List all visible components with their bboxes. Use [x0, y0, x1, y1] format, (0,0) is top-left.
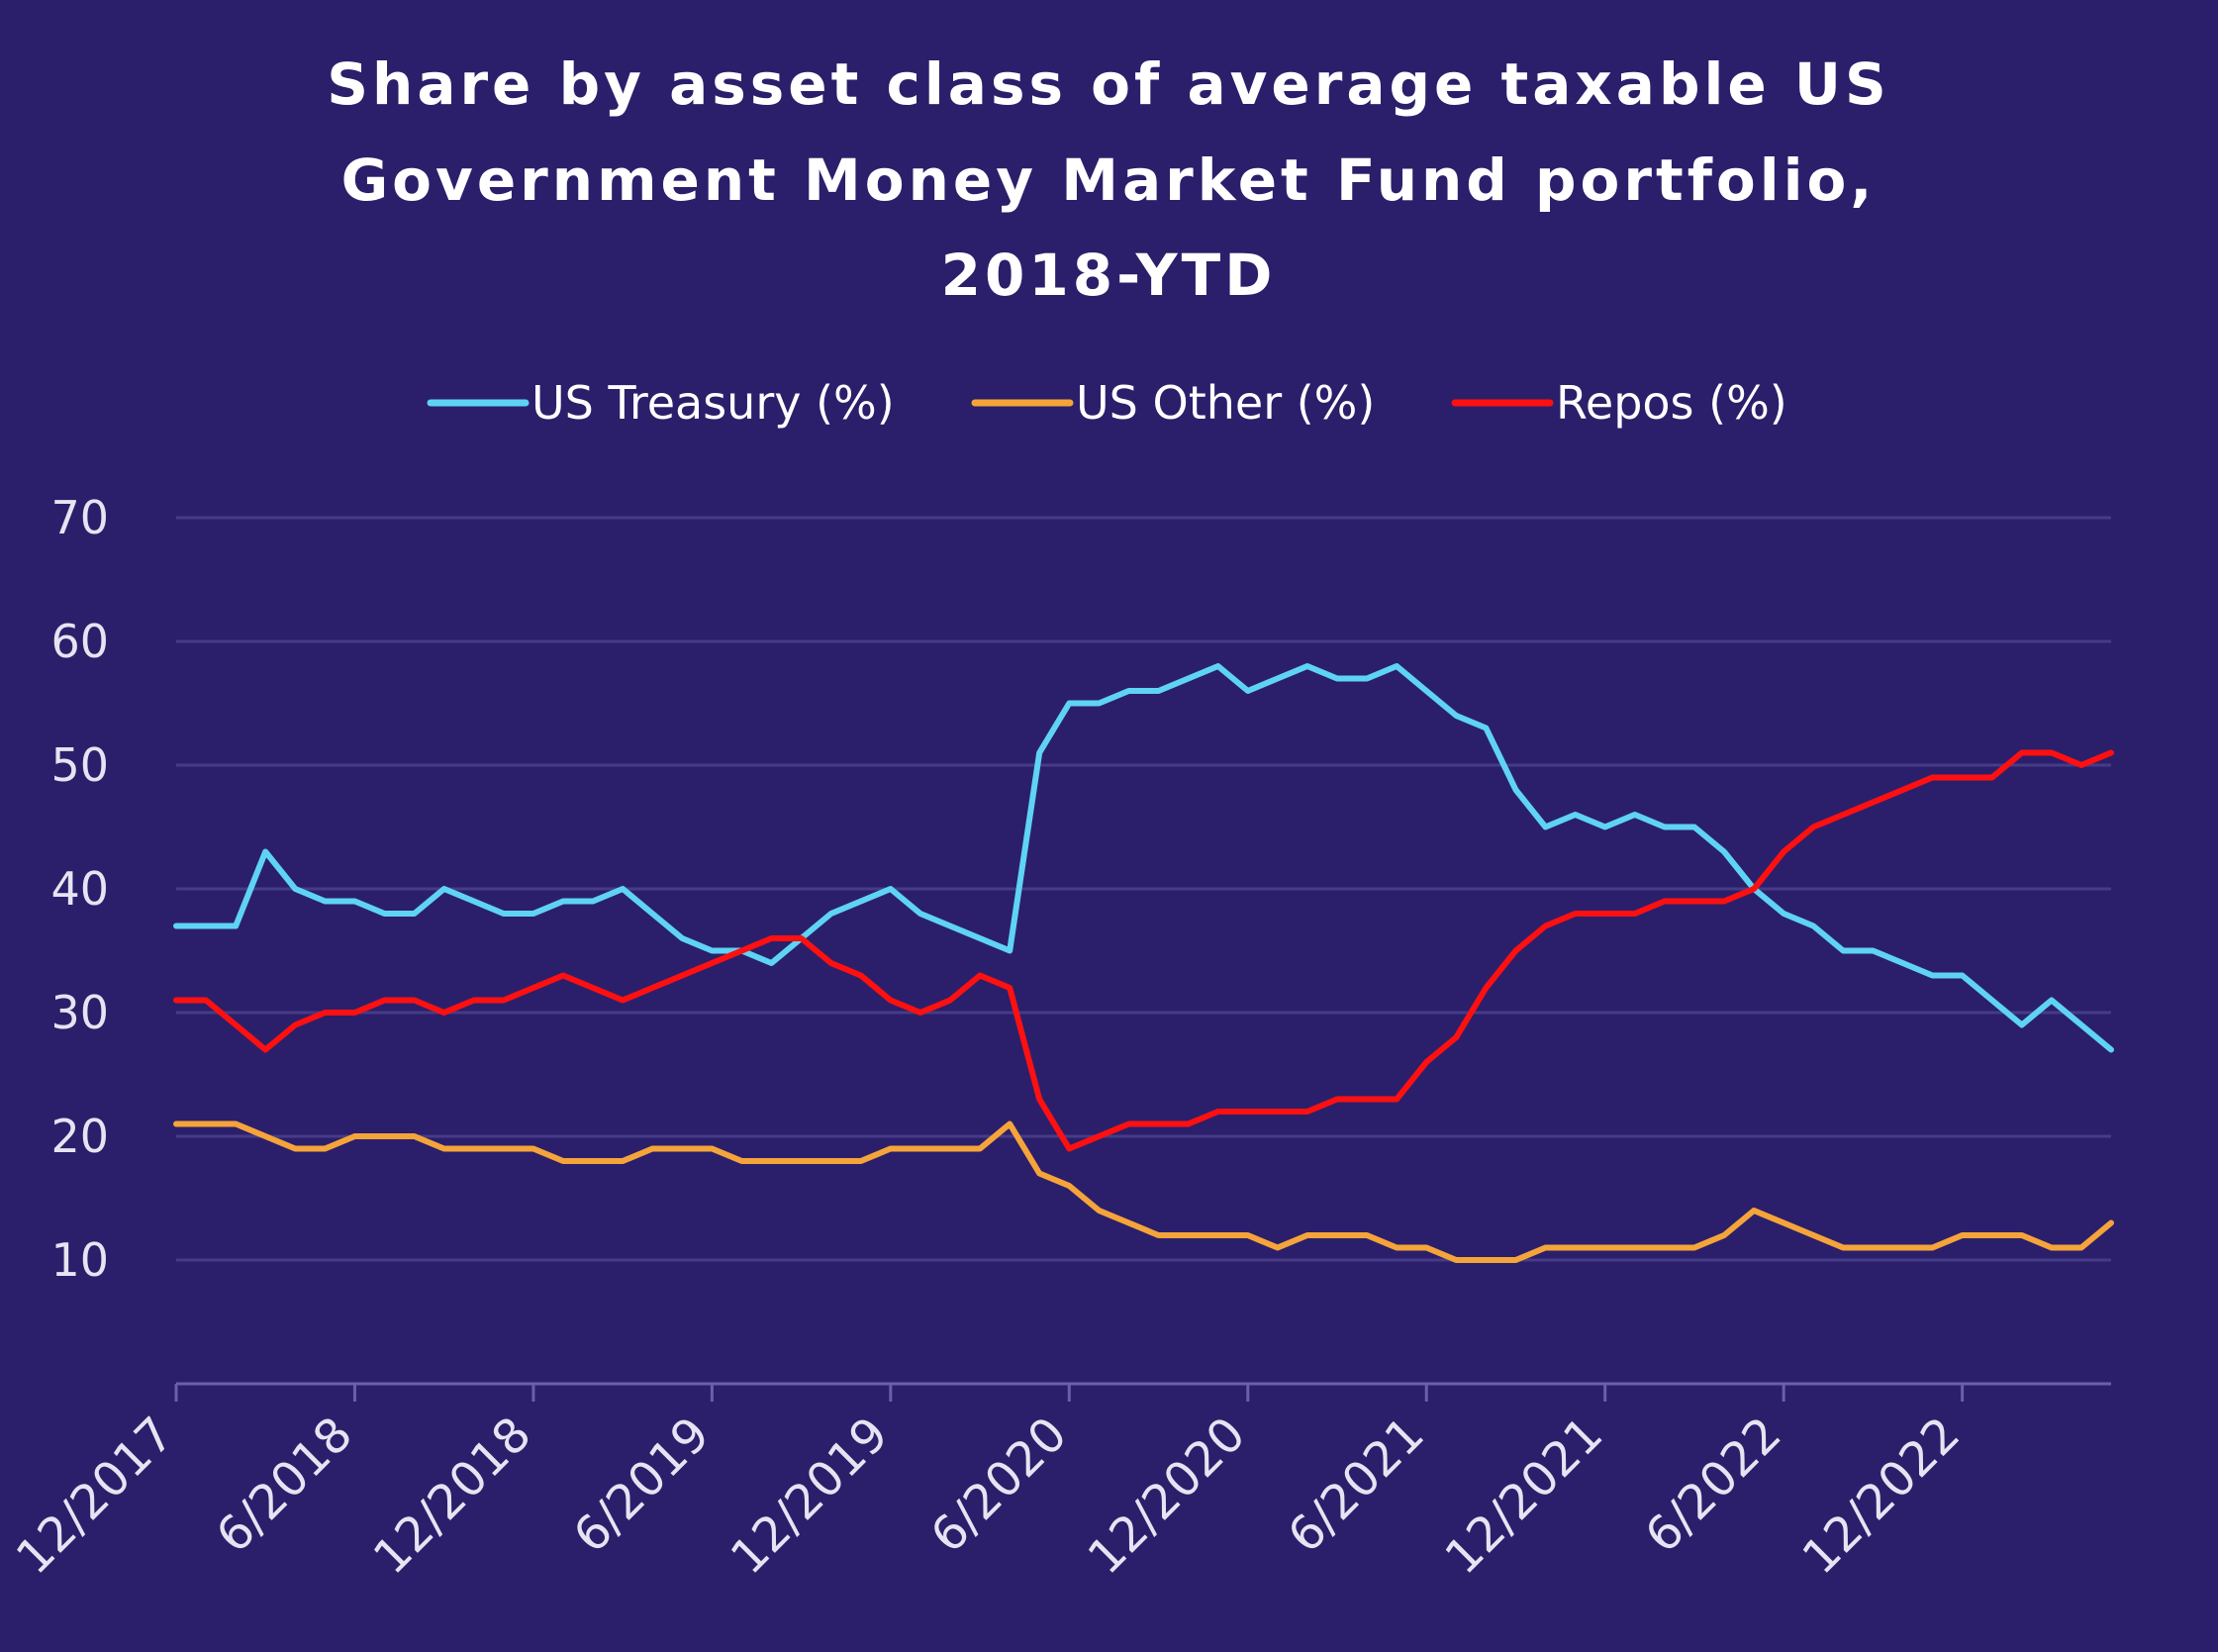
x-axis: 12/2017 6/2018 12/2018 6/2019 12/2019 6/2020 1… [6, 1382, 2111, 1586]
y-tick-label: 70 [50, 491, 109, 544]
x-tick-label: 12/2019 [721, 1407, 900, 1586]
series-lines [173, 663, 2114, 1263]
gridlines [176, 516, 2111, 1262]
legend-label: US Other (%) [1076, 376, 1375, 430]
chart-title: Share by asset class of average taxable … [327, 50, 1889, 309]
chart-title-line-2: Government Money Market Fund portfolio, [341, 146, 1877, 214]
x-tick-label: 12/2020 [1078, 1407, 1257, 1586]
y-tick-label: 40 [50, 862, 109, 916]
chart-title-line-1: Share by asset class of average taxable … [327, 50, 1889, 118]
series-line-3 [173, 749, 2114, 1152]
y-tick-label: 20 [50, 1110, 109, 1163]
x-tick-label: 12/2017 [6, 1407, 185, 1586]
x-tick-label: 6/2022 [1635, 1407, 1792, 1564]
x-tick-label: 6/2019 [563, 1407, 721, 1564]
y-tick-label: 50 [50, 738, 109, 792]
legend-label: Repos (%) [1556, 376, 1787, 430]
y-axis-tick-labels: 10 20 30 40 50 60 70 [50, 491, 109, 1287]
x-tick-label: 12/2022 [1792, 1407, 1972, 1586]
x-tick-label: 12/2021 [1435, 1407, 1614, 1586]
y-tick-label: 30 [50, 986, 109, 1039]
x-tick-label: 12/2018 [363, 1407, 542, 1586]
y-tick-label: 10 [50, 1233, 109, 1287]
y-tick-label: 60 [50, 615, 109, 668]
x-tick-label: 6/2021 [1278, 1407, 1435, 1564]
legend-label: US Treasury (%) [531, 376, 895, 430]
chart-legend: US Treasury (%) US Other (%) Repos (%) [427, 376, 1787, 430]
x-tick-label: 6/2020 [920, 1407, 1078, 1564]
x-tick-label: 6/2018 [206, 1407, 363, 1564]
series-line-2 [173, 1120, 2114, 1263]
series-line-1 [173, 663, 2114, 1053]
chart-title-line-3: 2018-YTD [941, 242, 1277, 309]
